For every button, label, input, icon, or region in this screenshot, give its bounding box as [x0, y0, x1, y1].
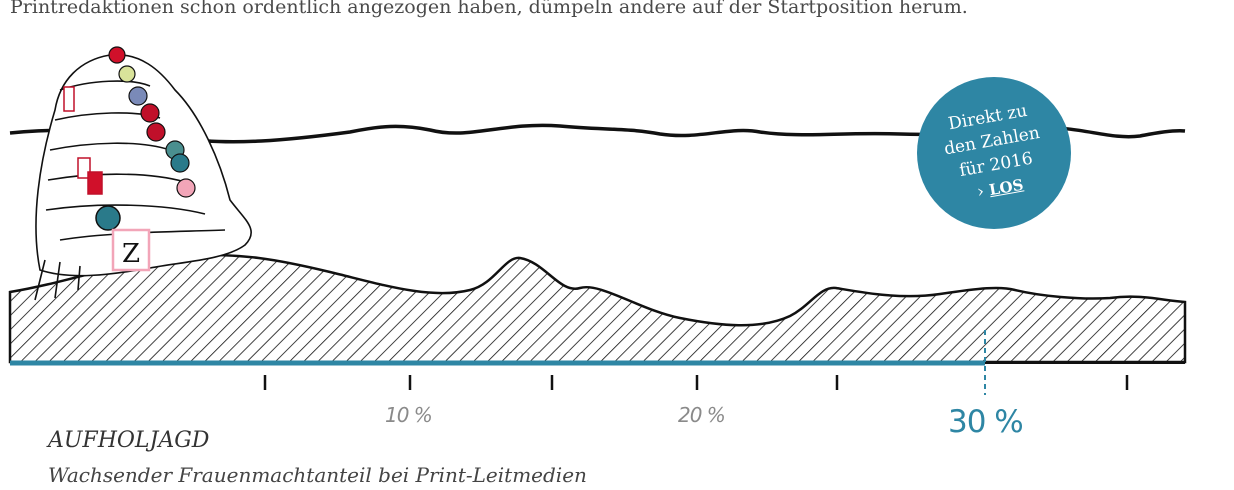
svg-text:Z: Z: [122, 239, 140, 269]
horse-pack: [34, 53, 252, 301]
jockey-cap: [118, 65, 136, 83]
axis-ticks: [263, 375, 1129, 390]
horse-body: [35, 53, 252, 277]
axis-tick-label-highlight: 30 %: [948, 404, 1024, 440]
caption-subtitle: Wachsender Frauenmachtanteil bei Print-L…: [48, 463, 587, 487]
newspaper-flag: [77, 157, 91, 179]
newspaper-flags: [63, 86, 121, 231]
axis-tick-label: 10 %: [385, 403, 433, 427]
jockey-cap: [170, 153, 190, 173]
newspaper-z-icon: Z: [111, 228, 151, 272]
jockey-cap: [140, 103, 160, 123]
newspaper-flag: [63, 86, 75, 112]
hatched-terrain: [8, 253, 1187, 364]
jockey-cap: [146, 122, 166, 142]
caption-title: AUFHOLJAGD: [48, 428, 210, 453]
intro-paragraph: Printredaktionen schon ordentlich angezo…: [10, 0, 968, 18]
horse-leg: [34, 259, 81, 301]
cta-link-label[interactable]: LOS: [987, 175, 1025, 200]
jockey-caps: [108, 46, 196, 198]
cta-badge[interactable]: Direkt zu den Zahlen für 2016 › LOS: [917, 77, 1071, 229]
horse-body: [45, 80, 226, 241]
jockey-cap: [128, 86, 148, 106]
jockey-cap: [108, 46, 126, 64]
newspaper-flag: [95, 205, 121, 231]
jockey-cap: [176, 178, 196, 198]
newspaper-flag: [87, 171, 103, 195]
chevron-right-icon: ›: [975, 181, 986, 203]
axis-tick-label: 20 %: [678, 403, 726, 427]
